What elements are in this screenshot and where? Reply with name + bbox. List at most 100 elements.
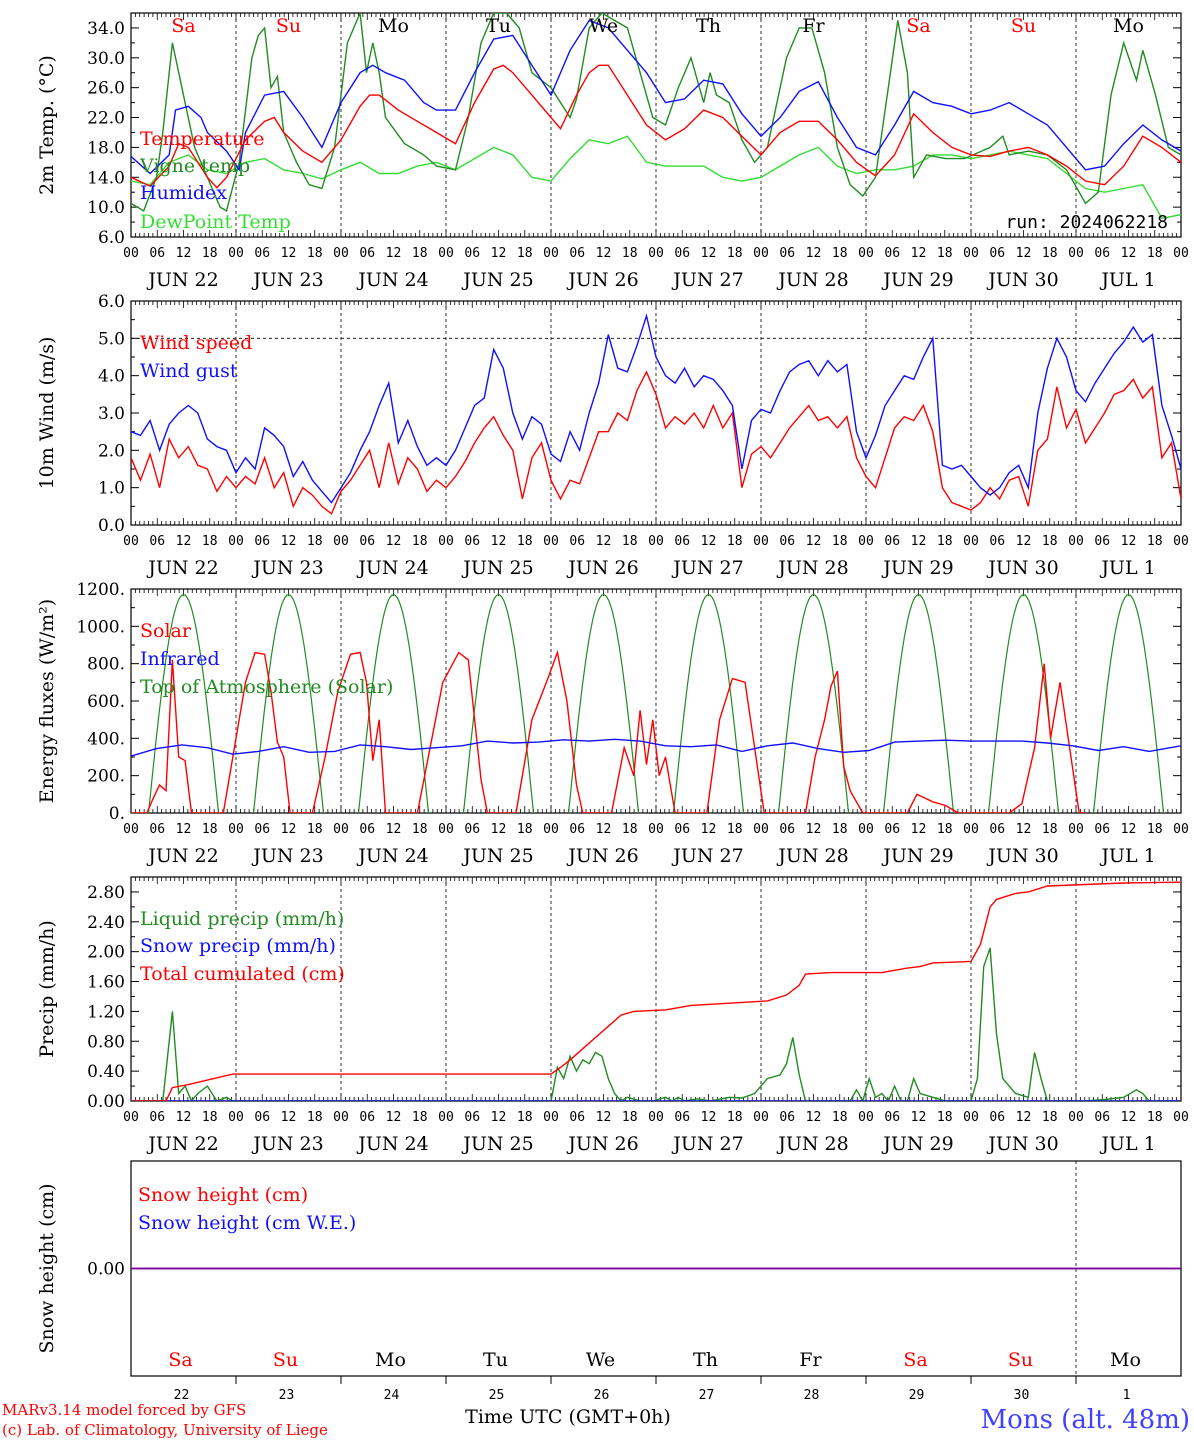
hour-label: 00	[228, 534, 244, 549]
y-tick-label: 14.0	[87, 168, 125, 188]
y-tick-label: 34.0	[87, 19, 125, 39]
hour-label: 12	[491, 1110, 507, 1125]
hour-label: 06	[149, 1110, 165, 1125]
date-label: JUN 26	[566, 845, 638, 867]
hour-label: 18	[202, 534, 218, 549]
hour-label: 12	[386, 822, 402, 837]
hour-label: 06	[569, 822, 585, 837]
date-label: JUN 24	[356, 845, 428, 867]
y-axis-title: Snow height (cm)	[36, 1183, 58, 1353]
hour-label: 12	[1121, 534, 1137, 549]
hour-label: 12	[1016, 1110, 1032, 1125]
hour-label: 12	[596, 1110, 612, 1125]
hour-label: 06	[464, 534, 480, 549]
date-label: JUN 25	[461, 1133, 533, 1155]
y-tick-label: 2.80	[87, 883, 125, 903]
hour-label: 18	[832, 534, 848, 549]
hour-label: 00	[333, 246, 349, 261]
hour-label: 00	[753, 822, 769, 837]
hour-label: 00	[858, 534, 874, 549]
day-number: 28	[804, 1388, 820, 1403]
hour-label: 12	[596, 246, 612, 261]
day-of-week-top: Fr	[802, 15, 825, 37]
hour-label: 06	[884, 246, 900, 261]
hour-label: 00	[228, 822, 244, 837]
hour-label: 06	[254, 534, 270, 549]
day-of-week-top: Tu	[486, 15, 511, 37]
hour-label: 12	[176, 534, 192, 549]
hour-label: 18	[307, 246, 323, 261]
toa-solar-curve	[777, 593, 850, 813]
date-label: JUN 26	[566, 269, 638, 291]
y-axis-title: 10m Wind (m/s)	[36, 337, 58, 490]
date-label: JUN 26	[566, 1133, 638, 1155]
hour-label: 06	[359, 822, 375, 837]
hour-label: 00	[333, 534, 349, 549]
hour-label: 00	[333, 822, 349, 837]
day-of-week-top: We	[589, 15, 618, 37]
hour-label: 06	[464, 822, 480, 837]
hour-label: 06	[884, 822, 900, 837]
date-label: JUL 1	[1099, 845, 1155, 867]
date-label: JUN 30	[986, 557, 1058, 579]
hour-label: 12	[911, 246, 927, 261]
hour-label: 06	[989, 246, 1005, 261]
hour-label: 18	[832, 1110, 848, 1125]
hour-label: 00	[963, 822, 979, 837]
hour-label: 12	[1016, 246, 1032, 261]
hour-label: 00	[1173, 534, 1189, 549]
hour-label: 18	[517, 246, 533, 261]
date-label: JUN 26	[566, 557, 638, 579]
hour-label: 00	[438, 246, 454, 261]
hour-label: 00	[963, 246, 979, 261]
hour-label: 06	[1094, 1110, 1110, 1125]
hour-label: 00	[1173, 246, 1189, 261]
day-number: 26	[594, 1388, 610, 1403]
hour-label: 06	[359, 1110, 375, 1125]
y-tick-label: 10.0	[87, 198, 125, 218]
hour-label: 18	[832, 246, 848, 261]
date-label: JUN 28	[776, 269, 848, 291]
date-label: JUN 24	[356, 269, 428, 291]
hour-label: 18	[412, 822, 428, 837]
y-tick-label: 4.0	[98, 367, 125, 387]
legend-snow-height-we: Snow height (cm W.E.)	[138, 1212, 356, 1234]
day-number: 22	[174, 1388, 190, 1403]
date-label: JUN 22	[146, 557, 218, 579]
hour-label: 12	[176, 822, 192, 837]
legend-solar: Solar	[140, 620, 192, 642]
hour-label: 12	[596, 822, 612, 837]
station-name: Mons (alt. 48m)	[981, 1405, 1190, 1435]
series-line-wind-speed	[131, 370, 1181, 515]
hour-label: 18	[1147, 534, 1163, 549]
day-of-week-bottom: Mo	[375, 1349, 406, 1371]
date-label: JUN 30	[986, 1133, 1058, 1155]
y-tick-label: 30.0	[87, 49, 125, 69]
y-tick-label: 0.	[109, 804, 125, 824]
hour-label: 00	[1068, 534, 1084, 549]
series-line-temperature	[131, 64, 1181, 189]
hour-label: 18	[937, 534, 953, 549]
toa-solar-curve	[567, 593, 640, 813]
hour-label: 06	[989, 822, 1005, 837]
hour-label: 06	[1094, 534, 1110, 549]
hour-label: 00	[123, 1110, 139, 1125]
day-of-week-bottom: Mo	[1110, 1349, 1141, 1371]
y-tick-label: 200.	[87, 767, 125, 787]
hour-label: 06	[884, 534, 900, 549]
hour-label: 00	[1068, 246, 1084, 261]
y-tick-label: 1.20	[87, 1002, 125, 1022]
y-tick-label: 2.40	[87, 913, 125, 933]
hour-label: 00	[438, 1110, 454, 1125]
day-of-week-top: Mo	[378, 15, 409, 37]
date-label: JUN 27	[671, 845, 743, 867]
legend-snow-precip: Snow precip (mm/h)	[140, 935, 336, 957]
toa-solar-curve	[147, 593, 220, 813]
series-line-infrared	[131, 738, 1181, 757]
day-of-week-bottom: Th	[693, 1349, 718, 1371]
hour-label: 18	[622, 246, 638, 261]
y-tick-label: 2.0	[98, 441, 125, 461]
date-label: JUN 25	[461, 845, 533, 867]
hour-label: 06	[254, 246, 270, 261]
date-label: JUN 22	[146, 1133, 218, 1155]
